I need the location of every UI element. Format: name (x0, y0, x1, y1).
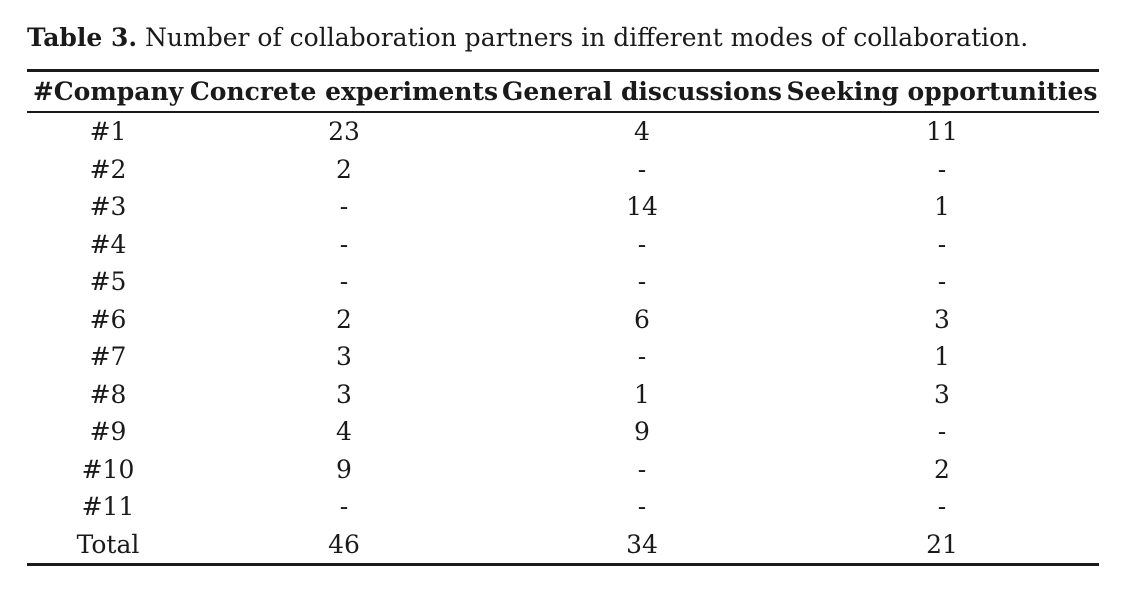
table-caption-text: Number of collaboration partners in diff… (137, 23, 1029, 52)
cell-general-discussions: 9 (634, 417, 650, 447)
total-label: Total (76, 529, 140, 559)
table-row: #3 - 14 1 (27, 188, 1099, 226)
cell-concrete-experiments: 3 (336, 342, 352, 372)
cell-general-discussions: - (637, 229, 647, 259)
cell-seeking-opportunities: - (937, 267, 947, 297)
table-header-row: #Company Concrete experiments General di… (27, 70, 1099, 112)
table-row: #6 2 6 3 (27, 301, 1099, 339)
table-row: #1 23 4 11 (27, 112, 1099, 151)
cell-seeking-opportunities: - (937, 154, 947, 184)
header-concrete-experiments: Concrete experiments (189, 77, 499, 106)
table-total-row: Total 46 34 21 (27, 526, 1099, 565)
cell-seeking-opportunities: 1 (934, 192, 950, 222)
cell-company: #3 (89, 192, 127, 222)
cell-general-discussions: - (637, 342, 647, 372)
cell-concrete-experiments: 2 (336, 154, 352, 184)
table-caption: Table 3. Number of collaboration partner… (27, 22, 1028, 54)
cell-general-discussions: 6 (634, 304, 650, 334)
cell-general-discussions: - (637, 454, 647, 484)
cell-general-discussions: 14 (626, 192, 658, 222)
cell-concrete-experiments: - (339, 192, 349, 222)
cell-company: #8 (89, 379, 127, 409)
cell-company: #9 (89, 417, 127, 447)
cell-concrete-experiments: - (339, 492, 349, 522)
cell-seeking-opportunities: - (937, 229, 947, 259)
cell-concrete-experiments: 4 (336, 417, 352, 447)
cell-company: #11 (81, 492, 135, 522)
cell-concrete-experiments: 23 (328, 117, 360, 147)
cell-general-discussions: 4 (634, 117, 650, 147)
cell-company: #2 (89, 154, 127, 184)
cell-company: #5 (89, 267, 127, 297)
total-general-discussions: 34 (626, 529, 658, 559)
header-general-discussions: General discussions (502, 77, 782, 106)
cell-seeking-opportunities: 3 (934, 304, 950, 334)
cell-company: #4 (89, 229, 127, 259)
cell-concrete-experiments: 9 (336, 454, 352, 484)
table-row: #5 - - - (27, 263, 1099, 301)
cell-company: #7 (89, 342, 127, 372)
cell-company: #6 (89, 304, 127, 334)
cell-seeking-opportunities: 1 (934, 342, 950, 372)
cell-company: #10 (81, 454, 135, 484)
table-row: #9 4 9 - (27, 413, 1099, 451)
cell-general-discussions: - (637, 154, 647, 184)
table-caption-label: Table 3. (27, 23, 138, 52)
cell-concrete-experiments: 3 (336, 379, 352, 409)
collaboration-partners-table: #Company Concrete experiments General di… (27, 69, 1099, 566)
table-row: #4 - - - (27, 226, 1099, 264)
table-row: #7 3 - 1 (27, 338, 1099, 376)
cell-company: #1 (89, 117, 127, 147)
table-row: #11 - - - (27, 488, 1099, 526)
cell-general-discussions: - (637, 267, 647, 297)
cell-seeking-opportunities: - (937, 417, 947, 447)
cell-seeking-opportunities: 2 (934, 454, 950, 484)
table-row: #8 3 1 3 (27, 376, 1099, 414)
table-row: #10 9 - 2 (27, 451, 1099, 489)
cell-seeking-opportunities: 11 (926, 117, 958, 147)
header-seeking-opportunities: Seeking opportunities (786, 77, 1098, 106)
total-seeking-opportunities: 21 (926, 529, 958, 559)
cell-concrete-experiments: - (339, 267, 349, 297)
cell-seeking-opportunities: - (937, 492, 947, 522)
total-concrete-experiments: 46 (328, 529, 360, 559)
cell-general-discussions: - (637, 492, 647, 522)
header-company: #Company (32, 77, 184, 106)
cell-concrete-experiments: 2 (336, 304, 352, 334)
table-row: #2 2 - - (27, 151, 1099, 189)
cell-general-discussions: 1 (634, 379, 650, 409)
cell-seeking-opportunities: 3 (934, 379, 950, 409)
cell-concrete-experiments: - (339, 229, 349, 259)
